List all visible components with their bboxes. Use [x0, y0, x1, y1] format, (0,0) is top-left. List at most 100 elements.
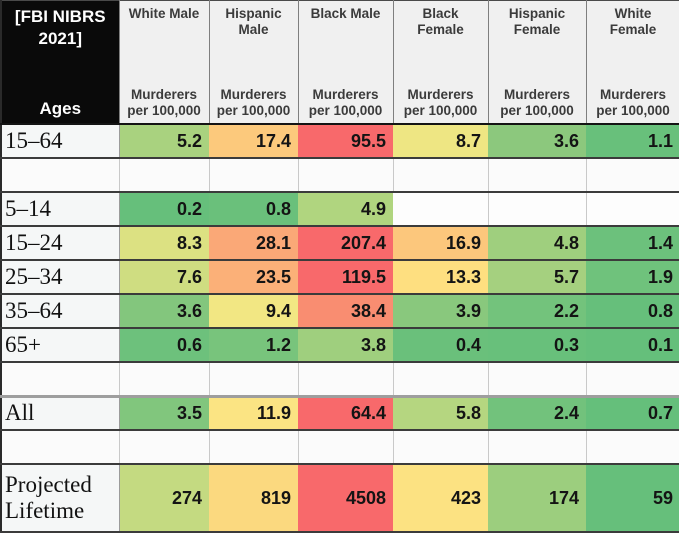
- value-cell: 0.2: [119, 191, 209, 227]
- column-unit: Murderers per 100,000: [216, 87, 291, 119]
- table-row-5-14: 5–14 0.2 0.8 4.9: [1, 191, 679, 227]
- column-title: Black Female: [417, 6, 464, 37]
- table-row-35-64: 35–64 3.6 9.4 38.4 3.9 2.2 0.8: [1, 293, 679, 329]
- empty-cell: [208, 157, 299, 193]
- empty-cell: [488, 191, 587, 227]
- value-cell: 1.9: [586, 259, 679, 295]
- row-label: [0, 157, 120, 193]
- value-cell: 2.2: [488, 293, 586, 329]
- table-row-projected-lifetime: Projected Lifetime 274 819 4508 423 174 …: [1, 463, 679, 533]
- value-cell: 8.7: [393, 123, 488, 159]
- value-cell: 3.6: [488, 123, 586, 159]
- empty-cell: [586, 191, 679, 227]
- value-cell: 11.9: [209, 394, 298, 431]
- source-title: [FBI NIBRS 2021]: [14, 7, 106, 49]
- spacer-row: [0, 429, 679, 465]
- value-cell: 3.9: [393, 293, 488, 329]
- row-label: 65+: [1, 327, 120, 363]
- value-cell: 119.5: [298, 259, 393, 295]
- value-cell: 1.2: [209, 327, 298, 363]
- value-cell: 0.6: [119, 327, 209, 363]
- value-cell: 3.8: [298, 327, 393, 363]
- value-cell: 64.4: [298, 394, 393, 431]
- corner-header-cell: [FBI NIBRS 2021] Ages: [1, 0, 120, 125]
- value-cell: 59: [586, 463, 679, 533]
- spacer-row: [0, 361, 679, 397]
- empty-cell: [118, 157, 210, 193]
- column-title: Hispanic Male: [225, 6, 282, 37]
- value-cell: 9.4: [209, 293, 298, 329]
- empty-cell: [487, 361, 587, 397]
- empty-cell: [118, 361, 210, 397]
- empty-cell: [297, 361, 394, 397]
- table-row-15-24: 15–24 8.3 28.1 207.4 16.9 4.8 1.4: [1, 225, 679, 261]
- empty-cell: [208, 361, 299, 397]
- empty-cell: [487, 429, 587, 465]
- spacer-row: [0, 157, 679, 193]
- column-header-white-female: White Female Murderers per 100,000: [586, 0, 679, 125]
- row-label: [0, 429, 120, 465]
- value-cell: 0.7: [586, 394, 679, 431]
- row-label: 35–64: [1, 293, 120, 329]
- column-unit: Murderers per 100,000: [596, 87, 670, 119]
- value-cell: 8.3: [119, 225, 209, 261]
- empty-cell: [585, 361, 679, 397]
- column-unit: Murderers per 100,000: [403, 87, 478, 119]
- table-row-25-34: 25–34 7.6 23.5 119.5 13.3 5.7 1.9: [1, 259, 679, 295]
- value-cell: 207.4: [298, 225, 393, 261]
- value-cell: 5.2: [119, 123, 209, 159]
- row-label: 25–34: [1, 259, 120, 295]
- column-header-white-male: White Male Murderers per 100,000: [119, 0, 210, 125]
- row-label: 15–24: [1, 225, 120, 261]
- value-cell: 1.4: [586, 225, 679, 261]
- value-cell: 0.1: [586, 327, 679, 363]
- value-cell: 17.4: [209, 123, 298, 159]
- empty-cell: [297, 157, 394, 193]
- table-row-65-plus: 65+ 0.6 1.2 3.8 0.4 0.3 0.1: [1, 327, 679, 363]
- row-label: 15–64: [1, 123, 120, 159]
- column-unit: Murderers per 100,000: [127, 87, 201, 119]
- value-cell: 423: [393, 463, 488, 533]
- value-cell: 174: [488, 463, 586, 533]
- empty-cell: [118, 429, 210, 465]
- empty-cell: [487, 157, 587, 193]
- value-cell: 5.8: [393, 394, 488, 431]
- value-cell: 3.5: [119, 394, 209, 431]
- column-header-hispanic-female: Hispanic Female Murderers per 100,000: [488, 0, 587, 125]
- value-cell: 0.8: [586, 293, 679, 329]
- row-label: 5–14: [1, 191, 120, 227]
- value-cell: 4508: [298, 463, 393, 533]
- value-cell: 13.3: [393, 259, 488, 295]
- table-row-15-64: 15–64 5.2 17.4 95.5 8.7 3.6 1.1: [1, 123, 679, 159]
- value-cell: 3.6: [119, 293, 209, 329]
- header-row: [FBI NIBRS 2021] Ages White Male Murdere…: [1, 0, 679, 125]
- empty-cell: [585, 157, 679, 193]
- empty-cell: [392, 157, 489, 193]
- empty-cell: [392, 429, 489, 465]
- value-cell: 4.9: [298, 191, 393, 227]
- value-cell: 0.8: [209, 191, 298, 227]
- value-cell: 1.1: [586, 123, 679, 159]
- value-cell: 7.6: [119, 259, 209, 295]
- value-cell: 23.5: [209, 259, 298, 295]
- empty-cell: [393, 191, 489, 227]
- empty-cell: [297, 429, 394, 465]
- empty-cell: [208, 429, 299, 465]
- ages-label: Ages: [39, 98, 82, 118]
- value-cell: 95.5: [298, 123, 393, 159]
- value-cell: 0.3: [488, 327, 586, 363]
- table-row-all: All 3.5 11.9 64.4 5.8 2.4 0.7: [1, 394, 679, 431]
- column-header-black-female: Black Female Murderers per 100,000: [393, 0, 489, 125]
- empty-cell: [392, 361, 489, 397]
- value-cell: 819: [209, 463, 298, 533]
- column-title: White Female: [609, 6, 657, 37]
- column-title: White Male: [128, 6, 200, 21]
- row-label: All: [1, 394, 120, 431]
- row-label: [0, 361, 120, 397]
- value-cell: 16.9: [393, 225, 488, 261]
- value-cell: 2.4: [488, 394, 586, 431]
- column-unit: Murderers per 100,000: [308, 87, 383, 119]
- value-cell: 4.8: [488, 225, 586, 261]
- column-unit: Murderers per 100,000: [500, 87, 574, 119]
